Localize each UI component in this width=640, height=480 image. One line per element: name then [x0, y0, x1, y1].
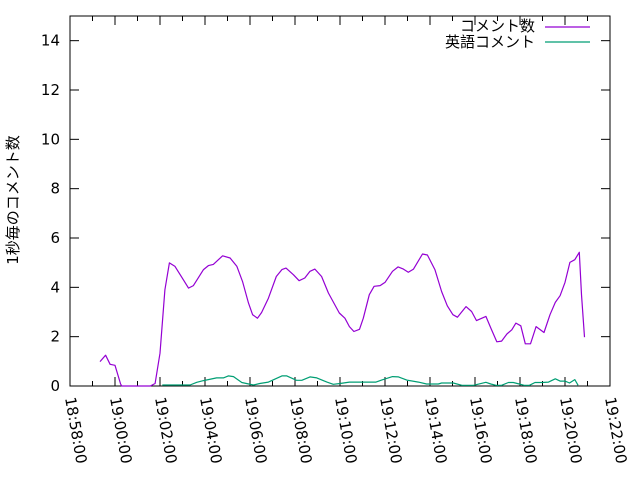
y-tick-label: 10 [41, 130, 60, 148]
series-lines [99, 251, 586, 387]
y-tick-label: 4 [50, 278, 60, 296]
y-tick-label: 6 [50, 229, 60, 247]
x-tick-label: 19:02:00 [151, 396, 180, 465]
x-tick-label: 19:18:00 [511, 396, 540, 465]
y-tick-label: 0 [50, 377, 60, 395]
y-tick-label: 14 [41, 32, 60, 50]
x-tick-label: 19:20:00 [556, 396, 585, 465]
axes: 0 2 4 6 8 10 12 14 18:58:00 19:00:00 19:02:00 19:04… [41, 15, 630, 465]
y-axis-label: 1秒毎のコメント数 [4, 135, 22, 265]
x-tick-label: 19:10:00 [331, 396, 360, 465]
x-tick-label: 19:12:00 [376, 396, 405, 465]
x-tick-label: 19:04:00 [196, 396, 225, 465]
series-line-english-comments [162, 375, 579, 386]
x-tick-label: 19:16:00 [466, 396, 495, 465]
x-tick-label: 19:08:00 [286, 396, 315, 465]
y-tick-label: 2 [50, 328, 60, 346]
x-tick-label: 19:22:00 [601, 396, 630, 465]
plot-frame [69, 15, 611, 387]
series-line-comments [99, 251, 586, 387]
y-tick-label: 8 [50, 180, 60, 198]
x-tick-label: 19:00:00 [106, 396, 135, 465]
x-tick-label: 18:58:00 [61, 396, 90, 465]
x-tick-label: 19:06:00 [241, 396, 270, 465]
y-tick-label: 12 [41, 81, 60, 99]
x-tick-label: 19:14:00 [421, 396, 450, 465]
legend-label-english-comments: 英語コメント [445, 33, 535, 51]
legend-label-comments: コメント数 [460, 17, 535, 35]
legend: コメント数 英語コメント [445, 17, 590, 51]
